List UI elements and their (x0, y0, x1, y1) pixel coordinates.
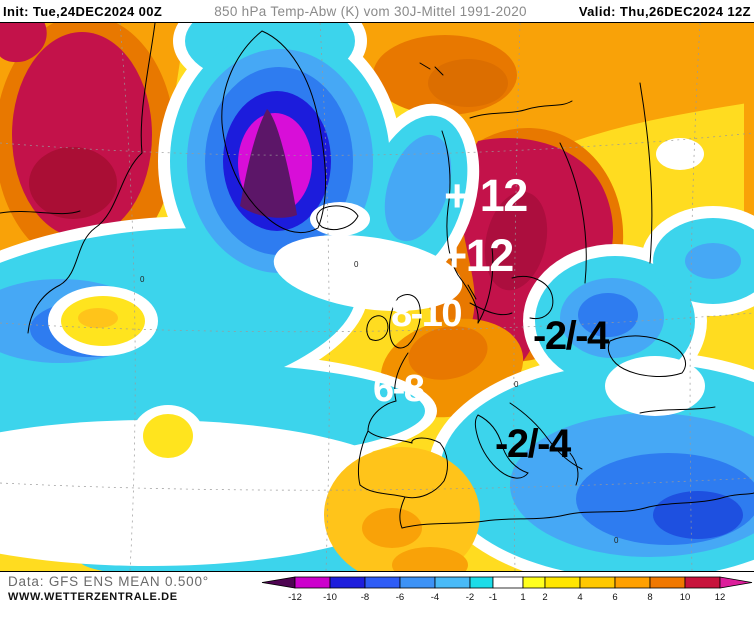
iberia-warm-region (324, 447, 480, 571)
colorbar-tick-label: -8 (361, 592, 369, 603)
contour-zero-label: 0 (514, 380, 519, 389)
contour-zero-label: 0 (614, 536, 619, 545)
map-title: 850 hPa Temp-Abw (K) vom 30J-Mittel 1991… (214, 3, 527, 19)
colorbar-segment (399, 576, 436, 589)
valid-time-label: Valid: Thu,26DEC2024 12Z (578, 3, 751, 19)
colorbar-tick-label: -6 (396, 592, 404, 603)
color-scale-legend: -12 -10 -8 -6 -4 -2 -1 1 2 4 6 8 10 12 (261, 576, 753, 610)
coastlines (0, 23, 754, 529)
cold-regions (0, 23, 754, 571)
colorbar-segment (614, 576, 651, 589)
zero-contour-labels: 0 0 0 0 (140, 260, 619, 545)
colorbar-tick-label: 4 (577, 592, 582, 603)
colorbar-tick-label: 10 (680, 592, 691, 603)
anomaly-map-canvas: 0 0 0 0 (0, 23, 754, 571)
colorbar-tick-label: -2 (466, 592, 474, 603)
init-time-label: Init: Tue,24DEC2024 00Z (3, 3, 163, 19)
colorbar-segment (522, 576, 546, 589)
header-bar: Init: Tue,24DEC2024 00Z 850 hPa Temp-Abw… (0, 0, 754, 22)
greenland-cold-core (240, 109, 297, 218)
data-source-label: Data: GFS ENS MEAN 0.500° (8, 574, 209, 589)
colorbar-tick-label: 8 (647, 592, 652, 603)
anomaly-label-8-10: 8-10 (391, 293, 463, 335)
colorbar-segment (469, 576, 494, 589)
anomaly-label-minus2-4-south: -2/-4 (495, 422, 571, 466)
anomaly-label-6-8: 6-8 (373, 368, 425, 410)
colorbar-tick-label: 1 (520, 592, 525, 603)
colorbar-segment (684, 576, 721, 589)
colorbar-tick-label: 2 (542, 592, 547, 603)
graticule (0, 23, 754, 571)
colorbar-segment (294, 576, 331, 589)
colorbar-arrow-right (719, 576, 753, 589)
colorbar-segment (492, 576, 524, 589)
anomaly-label-plus12-south: +12 (441, 230, 514, 281)
colorbar-tick-label: -4 (431, 592, 439, 603)
colorbar-tick-label: 6 (612, 592, 617, 603)
colorbar-segment (544, 576, 581, 589)
colorbar-segment (434, 576, 471, 589)
colorbar-segment (579, 576, 616, 589)
anomaly-label-minus2-4-east: -2/-4 (533, 314, 609, 358)
color-scale-canvas: -12 -10 -8 -6 -4 -2 -1 1 2 4 6 8 10 12 (261, 576, 753, 603)
contour-zero-label: 0 (140, 275, 145, 284)
contour-zero-label: 0 (354, 260, 359, 269)
colorbar-tick-label: -12 (288, 592, 302, 603)
colorbar-segment (364, 576, 401, 589)
colorbar-segment (329, 576, 366, 589)
footer-bar: Data: GFS ENS MEAN 0.500° WWW.WETTERZENT… (0, 572, 754, 618)
anomaly-map: 0 0 0 0 + 12 +12 8-10 6-8 -2/-4 -2/-4 (0, 22, 754, 572)
colorbar-arrow-left (261, 576, 296, 589)
anomaly-label-plus12-north: + 12 (444, 170, 528, 221)
colorbar-tick-label: -1 (489, 592, 497, 603)
colorbar-tick-label: -10 (323, 592, 337, 603)
website-label: WWW.WETTERZENTRALE.DE (8, 591, 178, 603)
colorbar-tick-label: 12 (715, 592, 726, 603)
colorbar-segment (649, 576, 686, 589)
